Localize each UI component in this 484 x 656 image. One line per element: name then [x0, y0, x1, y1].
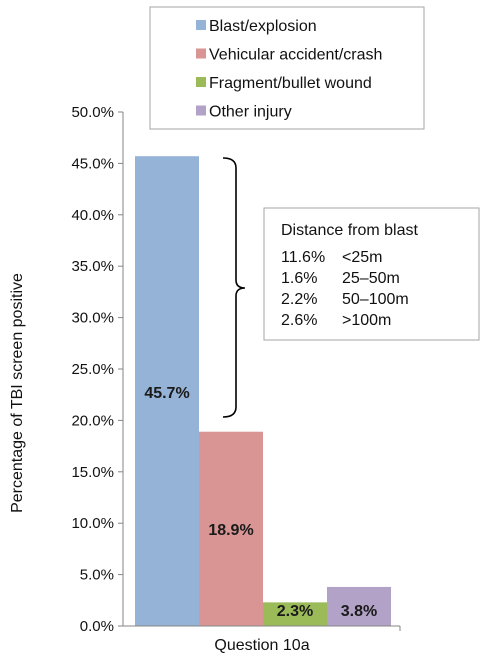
bar	[263, 602, 327, 626]
annotation-value: 2.2%	[281, 291, 317, 308]
bars: 45.7% 18.9% 2.3% 3.8%	[135, 156, 391, 627]
legend-swatch	[196, 20, 206, 30]
y-tick-label: 35.0%	[71, 258, 114, 275]
y-tick-label: 15.0%	[71, 464, 114, 481]
legend-swatch	[196, 48, 206, 59]
y-axis-title: Percentage of TBI screen positive	[9, 273, 26, 513]
legend: Blast/explosion Vehicular accident/crash F…	[149, 6, 425, 130]
annotation-value: 1.6%	[281, 270, 317, 287]
bar	[327, 586, 391, 626]
y-axis: 0.0% 5.0% 10.0% 15.0% 20.0% 25.0% 30.0% 35.0% 40…	[71, 104, 124, 635]
bar-data-label: 2.3%	[277, 603, 313, 620]
y-tick-label: 25.0%	[71, 361, 114, 378]
annotation-range: 25–50m	[342, 270, 400, 287]
annotation-range: 50–100m	[342, 291, 409, 308]
legend-box	[149, 6, 425, 130]
annotation-brace	[222, 157, 246, 418]
annotation-range: >100m	[342, 312, 391, 329]
bar-data-label: 3.8%	[341, 603, 377, 620]
y-tick-label: 40.0%	[71, 207, 114, 224]
legend-swatch	[196, 77, 206, 87]
x-axis-title: Question 10a	[214, 637, 309, 654]
legend-label: Fragment/bullet wound	[209, 75, 372, 92]
y-tick-label: 5.0%	[80, 567, 114, 584]
annotation-value: 2.6%	[281, 312, 317, 329]
bar-data-label: 45.7%	[144, 385, 189, 402]
annotation-range: <25m	[342, 249, 382, 266]
annotation-value: 11.6%	[281, 249, 325, 266]
y-tick-label: 0.0%	[80, 618, 114, 635]
annotation-box: Distance from blast 11.6% <25m 1.6% 25–50m 2…	[263, 207, 480, 341]
bar	[199, 431, 263, 626]
annotation-rows: 11.6% <25m 1.6% 25–50m 2.2% 50–100m 2.6% >100m	[281, 249, 409, 329]
legend-swatch	[196, 105, 206, 116]
x-axis	[123, 625, 401, 631]
annotation-title: Distance from blast	[281, 222, 418, 239]
y-tick-label: 20.0%	[71, 412, 114, 429]
legend-label: Blast/explosion	[209, 18, 317, 35]
legend-label: Vehicular accident/crash	[209, 47, 382, 64]
y-tick-label: 45.0%	[71, 155, 114, 172]
legend-label: Other injury	[209, 104, 292, 121]
annotation-frame	[263, 207, 480, 341]
bar	[135, 156, 199, 627]
y-tick-label: 50.0%	[71, 104, 114, 121]
bar-data-label: 18.9%	[208, 522, 253, 539]
y-tick-label: 30.0%	[71, 310, 114, 327]
legend-items: Blast/explosion Vehicular accident/crash F…	[196, 18, 382, 121]
y-tick-label: 10.0%	[71, 515, 114, 532]
